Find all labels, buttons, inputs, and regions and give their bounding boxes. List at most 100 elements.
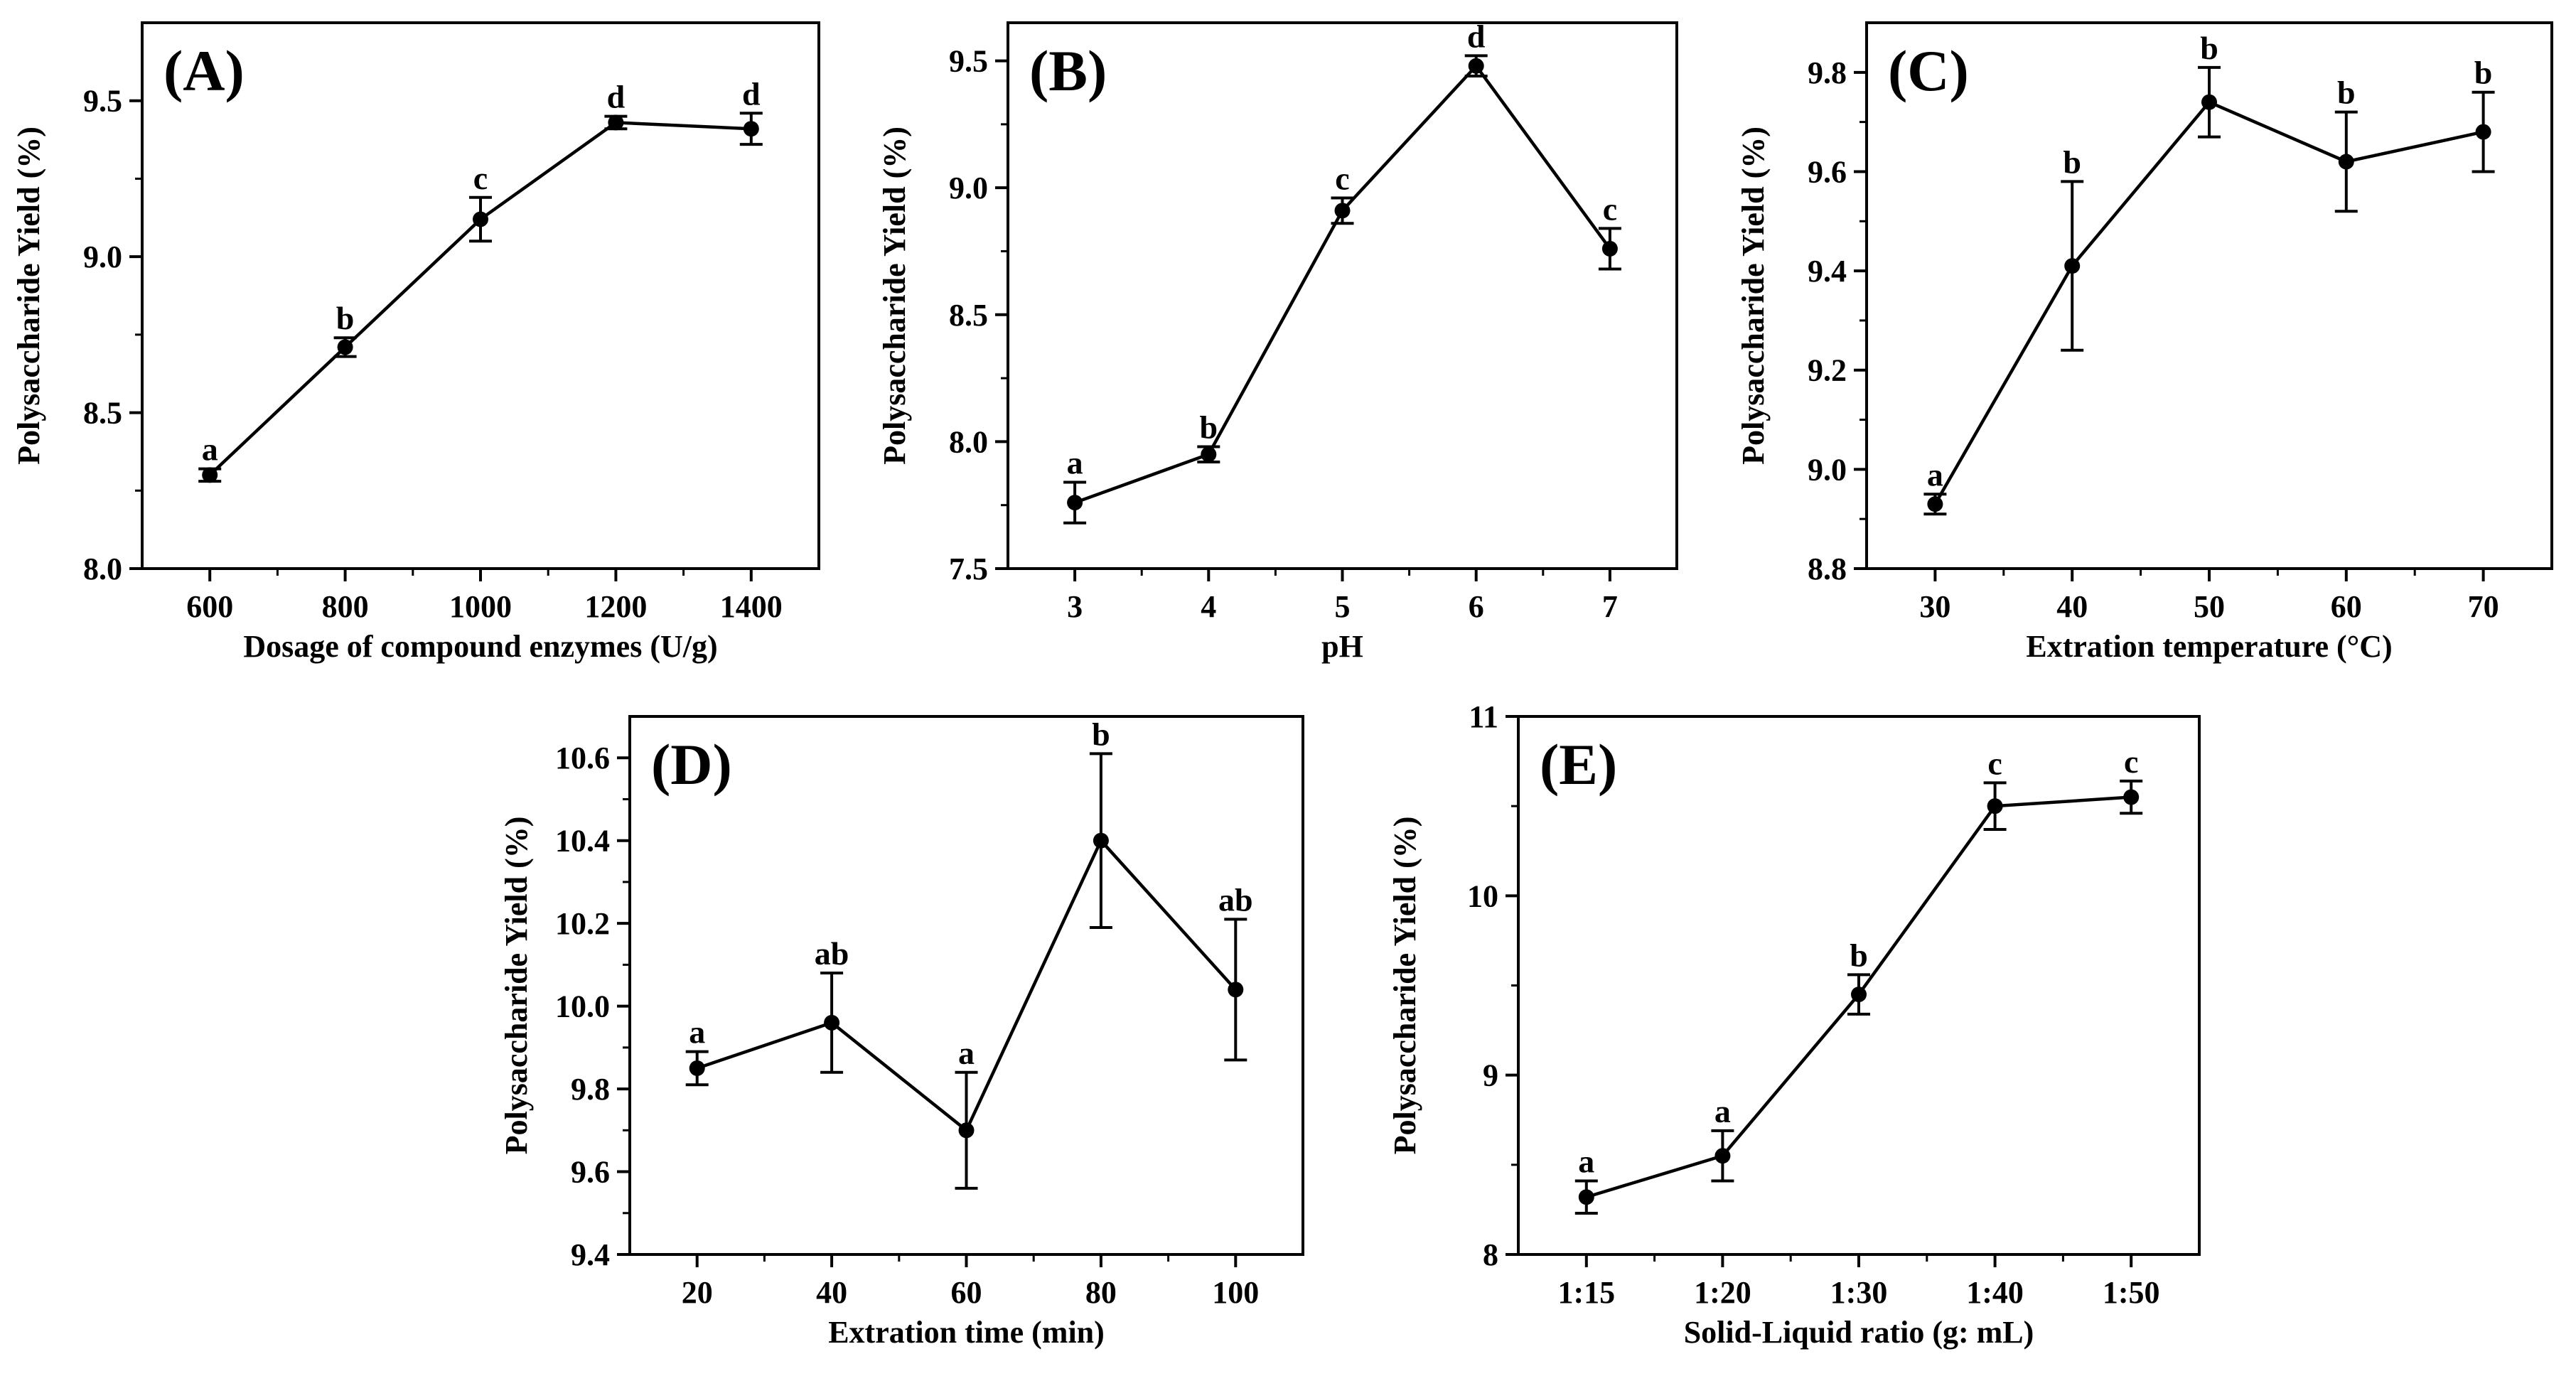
significance-label: a xyxy=(1067,445,1083,481)
data-point xyxy=(1228,982,1244,998)
data-point xyxy=(1093,832,1109,849)
significance-label: b xyxy=(336,300,355,336)
x-tick-label: 30 xyxy=(1919,589,1950,624)
x-tick-label: 40 xyxy=(816,1275,847,1310)
significance-label: c xyxy=(1603,190,1617,227)
y-tick-label: 9.4 xyxy=(571,1237,610,1272)
data-point xyxy=(958,1122,975,1139)
x-tick-label: 5 xyxy=(1335,589,1351,624)
series-line xyxy=(1074,63,1611,505)
data-point xyxy=(202,467,218,483)
significance-label: d xyxy=(742,75,761,112)
data-point xyxy=(1067,495,1083,511)
x-tick-label: 1:50 xyxy=(2103,1275,2160,1310)
y-tick-label: 8.0 xyxy=(83,552,122,586)
significance-label: ab xyxy=(815,935,849,972)
x-tick-label: 1:15 xyxy=(1557,1275,1615,1310)
y-tick-label: 11 xyxy=(1469,699,1498,734)
data-point xyxy=(824,1014,840,1031)
significance-label: c xyxy=(473,160,488,196)
y-tick-label: 9.8 xyxy=(1808,55,1847,90)
data-point xyxy=(608,114,624,131)
x-axis-title: Dosage of compound enzymes (U/g) xyxy=(243,629,717,664)
significance-label: a xyxy=(1714,1093,1731,1129)
x-tick-label: 1:30 xyxy=(1830,1275,1888,1310)
x-tick-label: 4 xyxy=(1201,589,1216,624)
data-point xyxy=(1334,203,1351,219)
x-tick-label: 7 xyxy=(1602,589,1618,624)
data-point xyxy=(2064,258,2081,274)
y-tick-label: 9.0 xyxy=(83,240,122,274)
y-tick-label: 9.0 xyxy=(949,171,988,205)
data-point xyxy=(1468,58,1484,74)
significance-label: d xyxy=(1467,18,1486,54)
y-tick-label: 8.5 xyxy=(949,298,988,333)
y-tick-label: 7.5 xyxy=(949,552,988,586)
y-axis-title: Polysaccharide Yield (%) xyxy=(499,817,534,1155)
y-tick-label: 8.8 xyxy=(1808,552,1847,586)
data-point xyxy=(1578,1189,1594,1205)
data-point xyxy=(743,121,759,137)
significance-label: a xyxy=(958,1035,975,1071)
y-tick-label: 9.8 xyxy=(571,1072,610,1107)
y-tick-label: 9.4 xyxy=(1808,254,1847,289)
data-point xyxy=(1601,240,1618,257)
chart-panel-b: 7.5 8.0 8.5 9.0 9.5 3 4 5 6 7 pH Polysaccharide Yie… xyxy=(877,18,1678,664)
y-tick-label: 9.5 xyxy=(949,44,988,79)
x-axis-title: Solid-Liquid ratio (g: mL) xyxy=(1684,1315,2034,1350)
y-tick-label: 10.0 xyxy=(555,989,610,1024)
x-tick-label: 800 xyxy=(322,589,369,624)
significance-label: c xyxy=(1987,745,2002,781)
significance-label: b xyxy=(2200,30,2218,66)
panel-label: (A) xyxy=(163,38,245,103)
x-tick-label: 20 xyxy=(682,1275,713,1310)
data-point xyxy=(1987,798,2003,815)
y-axis-title: Polysaccharide Yield (%) xyxy=(1736,127,1771,465)
chart-panel-d: 9.4 9.6 9.8 10.0 10.2 10.4 10.6 20 40 60 80 100 Extr… xyxy=(499,715,1304,1350)
panel-label: (E) xyxy=(1540,732,1617,797)
y-tick-label: 10 xyxy=(1467,878,1498,913)
data-point xyxy=(1714,1148,1731,1164)
significance-label: b xyxy=(2063,144,2081,180)
y-tick-label: 9.6 xyxy=(1808,154,1847,189)
y-tick-label: 10.2 xyxy=(555,906,610,941)
significance-label: c xyxy=(2124,743,2138,780)
x-tick-label: 70 xyxy=(2468,589,2499,624)
y-tick-label: 8 xyxy=(1483,1237,1498,1272)
x-tick-label: 40 xyxy=(2056,589,2088,624)
y-axis-title: Polysaccharide Yield (%) xyxy=(1388,817,1422,1155)
x-tick-label: 80 xyxy=(1085,1275,1117,1310)
x-tick-label: 1400 xyxy=(720,589,783,624)
x-axis-title: pH xyxy=(1321,629,1363,664)
significance-label: a xyxy=(1927,456,1943,493)
chart-panel-c: 8.8 9.0 9.2 9.4 9.6 9.8 30 40 50 60 70 Extration te… xyxy=(1736,21,2553,664)
significance-label: b xyxy=(2337,75,2356,111)
y-tick-label: 8.0 xyxy=(949,424,988,459)
data-point xyxy=(1927,496,1943,512)
chart-panel-e: 8 9 10 11 1:15 1:20 1:30 1:40 1:50 Solid-Liquid r… xyxy=(1388,699,2201,1350)
significance-label: b xyxy=(1850,937,1868,973)
significance-label: b xyxy=(1092,716,1110,752)
significance-label: b xyxy=(2474,55,2493,91)
x-tick-label: 600 xyxy=(186,589,233,624)
x-tick-label: 100 xyxy=(1212,1275,1259,1310)
y-tick-label: 8.5 xyxy=(83,396,122,431)
panel-label: (C) xyxy=(1888,38,1969,103)
x-tick-label: 6 xyxy=(1469,589,1484,624)
significance-label: d xyxy=(607,79,626,115)
x-axis-title: Extration time (min) xyxy=(828,1315,1105,1350)
y-tick-label: 9.0 xyxy=(1808,452,1847,487)
significance-label: a xyxy=(689,1014,705,1050)
y-tick-label: 9.2 xyxy=(1808,353,1847,388)
data-point xyxy=(473,211,488,227)
x-tick-label: 1:20 xyxy=(1694,1275,1751,1310)
x-tick-label: 60 xyxy=(951,1275,982,1310)
x-tick-label: 60 xyxy=(2331,589,2362,624)
data-point xyxy=(689,1060,705,1076)
data-point xyxy=(2475,124,2491,140)
significance-label: a xyxy=(202,431,218,468)
data-point xyxy=(2338,154,2354,170)
significance-label: c xyxy=(1335,160,1349,196)
x-tick-label: 50 xyxy=(2194,589,2225,624)
